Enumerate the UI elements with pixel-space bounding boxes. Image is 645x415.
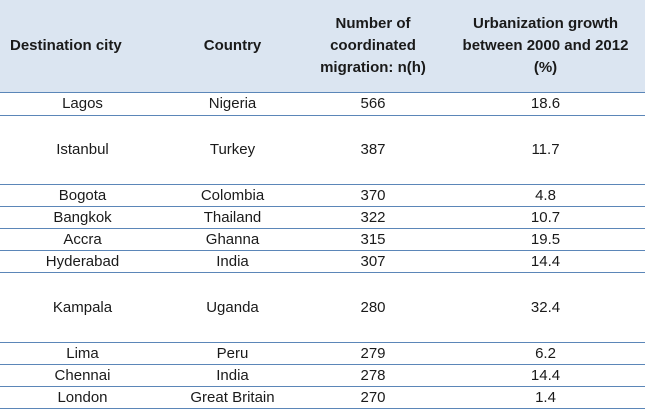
table-row: London Great Britain 270 1.4: [0, 386, 645, 409]
cell-growth: 18.6: [446, 91, 645, 116]
table-header: Destination city Country Number of coord…: [0, 0, 645, 92]
cell-migration: 387: [300, 115, 446, 185]
cell-country: Peru: [165, 342, 300, 365]
cell-migration: 322: [300, 206, 446, 229]
header-coordinated-migration: Number of coordinated migration: n(h): [320, 14, 426, 76]
cell-migration: 280: [300, 272, 446, 343]
table-row: Accra Ghanna 315 19.5: [0, 228, 645, 251]
cell-growth: 11.7: [446, 115, 645, 185]
cell-country: India: [165, 364, 300, 387]
cell-city: Istanbul: [0, 115, 165, 185]
cell-city: Kampala: [0, 272, 165, 343]
cell-city: Accra: [0, 228, 165, 251]
cell-growth: 14.4: [446, 364, 645, 387]
cell-country: Colombia: [165, 184, 300, 207]
header-country: Country: [203, 36, 262, 54]
cell-city: Chennai: [0, 364, 165, 387]
cell-country: Turkey: [165, 115, 300, 185]
table-row: Kampala Uganda 280 32.4: [0, 272, 645, 343]
table-row: Istanbul Turkey 387 11.7: [0, 115, 645, 185]
cell-city: Bogota: [0, 184, 165, 207]
cell-growth: 32.4: [446, 272, 645, 343]
cell-country: India: [165, 250, 300, 273]
table-row: Hyderabad India 307 14.4: [0, 250, 645, 273]
cell-growth: 6.2: [446, 342, 645, 365]
cell-migration: 278: [300, 364, 446, 387]
cell-country: Great Britain: [165, 386, 300, 409]
cell-city: Lima: [0, 342, 165, 365]
cell-migration: 566: [300, 91, 446, 116]
cell-growth: 19.5: [446, 228, 645, 251]
cell-migration: 307: [300, 250, 446, 273]
table-row: Chennai India 278 14.4: [0, 364, 645, 387]
cell-city: Hyderabad: [0, 250, 165, 273]
cell-city: Bangkok: [0, 206, 165, 229]
header-destination-city: Destination city: [10, 36, 122, 54]
cell-migration: 370: [300, 184, 446, 207]
cell-country: Ghanna: [165, 228, 300, 251]
cell-growth: 10.7: [446, 206, 645, 229]
cell-country: Nigeria: [165, 91, 300, 116]
cell-city: Lagos: [0, 91, 165, 116]
table-row: Bogota Colombia 370 4.8: [0, 184, 645, 207]
cell-growth: 4.8: [446, 184, 645, 207]
table-body: Lagos Nigeria 566 18.6 Istanbul Turkey 3…: [0, 91, 645, 409]
cell-migration: 315: [300, 228, 446, 251]
cell-country: Thailand: [165, 206, 300, 229]
cell-country: Uganda: [165, 272, 300, 343]
table-row: Lima Peru 279 6.2: [0, 342, 645, 365]
cell-migration: 279: [300, 342, 446, 365]
cell-migration: 270: [300, 386, 446, 409]
cell-growth: 1.4: [446, 386, 645, 409]
table-row: Lagos Nigeria 566 18.6: [0, 91, 645, 116]
header-urbanization-growth: Urbanization growth between 2000 and 201…: [462, 14, 629, 76]
header-row: Destination city Country Number of coord…: [0, 0, 645, 92]
cell-growth: 14.4: [446, 250, 645, 273]
cell-city: London: [0, 386, 165, 409]
table-row: Bangkok Thailand 322 10.7: [0, 206, 645, 229]
